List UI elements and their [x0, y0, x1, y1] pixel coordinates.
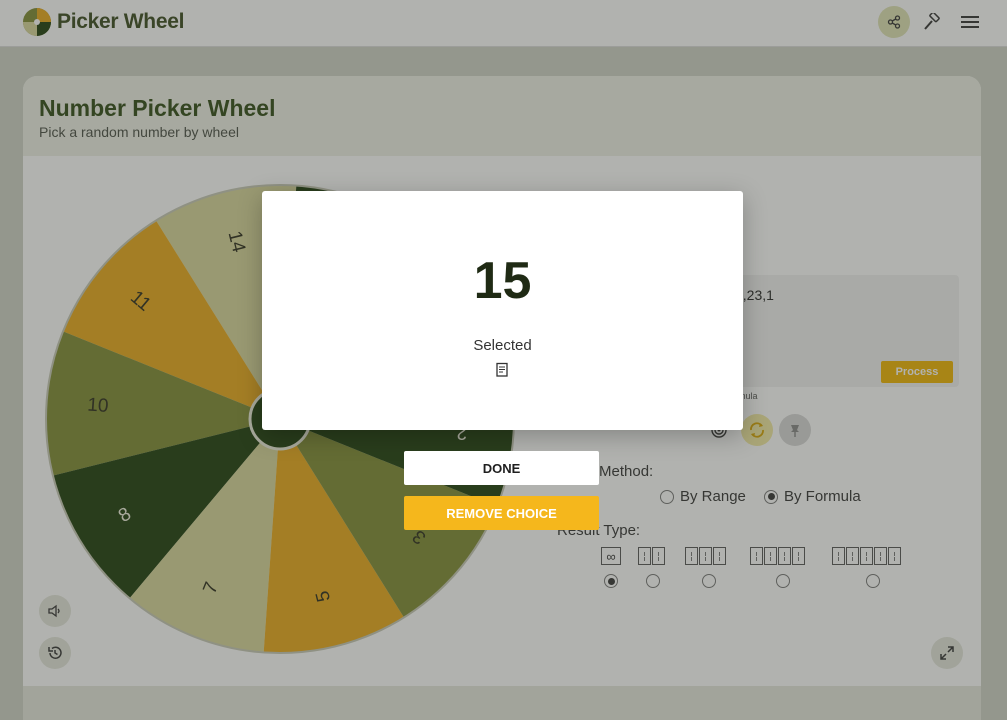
- selected-number: 15: [473, 252, 532, 310]
- share-button[interactable]: [878, 6, 910, 38]
- result-type-radio-3[interactable]: [702, 574, 716, 588]
- formula-note: rmula: [735, 391, 758, 401]
- result-type-3-digit[interactable]: [685, 547, 726, 567]
- by-range-option[interactable]: By Range: [660, 488, 746, 505]
- page-title: Number Picker Wheel: [39, 95, 276, 121]
- wheel-segment: [46, 331, 280, 476]
- result-type-2-digit[interactable]: [638, 547, 665, 567]
- share-icon: [887, 15, 901, 29]
- tools-button[interactable]: [916, 6, 948, 38]
- wheel-segment: [280, 419, 497, 618]
- result-type-radio-2[interactable]: [646, 574, 660, 588]
- page-subtitle: Pick a random number by wheel: [39, 124, 239, 140]
- digit-icon: [888, 547, 901, 565]
- result-type-radio-4[interactable]: [776, 574, 790, 588]
- hammer-icon: [924, 13, 940, 30]
- formula-input-text: 3,23,1: [735, 287, 774, 303]
- brand-name[interactable]: Picker Wheel: [57, 10, 185, 33]
- method-label: Method:: [599, 463, 654, 480]
- result-type-radio-5[interactable]: [866, 574, 880, 588]
- digit-icon: [874, 547, 887, 565]
- fullscreen-button[interactable]: [931, 637, 963, 669]
- digit-icon: [832, 547, 845, 565]
- digit-icon: [713, 547, 726, 565]
- footer-strip: [23, 686, 981, 720]
- history-button[interactable]: [39, 637, 71, 669]
- wheel-segment: [155, 185, 297, 419]
- wheel-segment-label: 5: [312, 589, 335, 604]
- pin-button[interactable]: [779, 414, 811, 446]
- digit-icon: [652, 547, 665, 565]
- by-range-label: By Range: [680, 488, 746, 505]
- hamburger-menu-icon: [961, 16, 979, 28]
- digit-icon: [638, 547, 651, 565]
- wheel-segment: [63, 220, 281, 419]
- remove-choice-button[interactable]: REMOVE CHOICE: [404, 496, 599, 530]
- digit-icon: [860, 547, 873, 565]
- picker-wheel-logo-icon[interactable]: [22, 7, 52, 37]
- result-type-5-digit[interactable]: [832, 547, 901, 567]
- infinite-icon: ∞: [601, 547, 621, 565]
- done-button[interactable]: DONE: [404, 451, 599, 485]
- digit-icon: [846, 547, 859, 565]
- digit-icon: [764, 547, 777, 565]
- pin-icon: [791, 425, 799, 437]
- result-type-radio-infinite[interactable]: [604, 574, 618, 588]
- top-bar: Picker Wheel: [0, 0, 1007, 47]
- digit-icon: [778, 547, 791, 565]
- digit-icon: [750, 547, 763, 565]
- history-icon: [48, 646, 62, 659]
- sound-button[interactable]: [39, 595, 71, 627]
- wheel-segment: [52, 419, 280, 599]
- card-header: Number Picker Wheel Pick a random number…: [23, 76, 981, 156]
- copy-document-icon[interactable]: [495, 362, 509, 378]
- by-formula-option[interactable]: By Formula: [764, 488, 861, 505]
- wheel-segment: [263, 419, 405, 653]
- by-formula-radio[interactable]: [764, 489, 778, 504]
- digit-icon: [699, 547, 712, 565]
- selected-caption: Selected: [473, 337, 532, 354]
- digit-icon: [685, 547, 698, 565]
- wheel-segment: [129, 419, 280, 653]
- result-type-infinite[interactable]: ∞: [601, 547, 621, 567]
- by-range-radio[interactable]: [660, 489, 674, 504]
- expand-icon: [940, 646, 954, 660]
- by-formula-label: By Formula: [784, 488, 861, 505]
- refresh-icon: [750, 422, 764, 438]
- speaker-icon: [48, 604, 60, 618]
- result-type-4-digit[interactable]: [750, 547, 805, 567]
- refresh-button[interactable]: [741, 414, 773, 446]
- wheel-segment-label: 10: [87, 395, 110, 417]
- result-modal: 15 Selected: [262, 191, 743, 430]
- digit-icon: [792, 547, 805, 565]
- menu-button[interactable]: [954, 6, 986, 38]
- process-button[interactable]: Process: [881, 361, 953, 383]
